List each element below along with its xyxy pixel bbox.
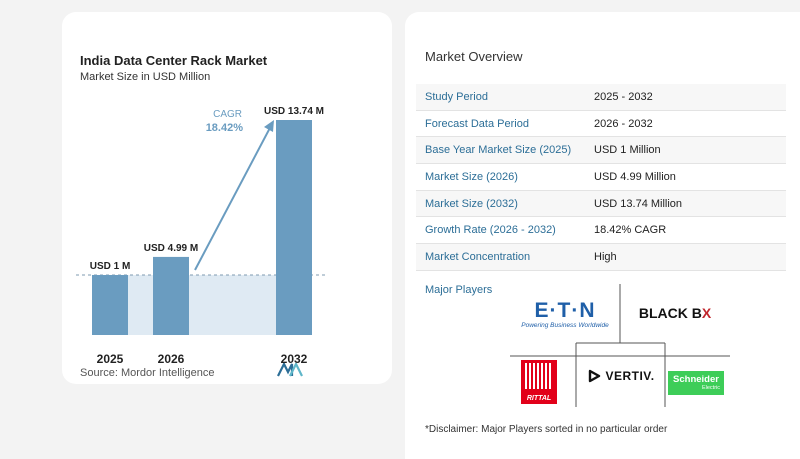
overview-row: Growth Rate (2026 - 2032) 18.42% CAGR xyxy=(416,217,786,245)
schneider-electric: Electric xyxy=(701,384,720,391)
overview-value: High xyxy=(594,250,617,263)
overview-value: USD 1 Million xyxy=(594,144,661,157)
blackbox-logo: BLACK B X xyxy=(623,298,727,328)
x-tick-label: 2026 xyxy=(158,352,185,366)
schneider-wordmark: Schneider xyxy=(673,373,719,385)
overview-label: Study Period xyxy=(425,90,488,103)
overview-row: Market Concentration High xyxy=(416,244,786,271)
disclaimer-text: *Disclaimer: Major Players sorted in no … xyxy=(425,424,668,435)
major-players-title: Major Players xyxy=(425,284,493,296)
overview-title: Market Overview xyxy=(425,49,523,64)
source-text: Source: Mordor Intelligence xyxy=(80,367,215,379)
vertiv-wordmark: VERTIV. xyxy=(605,369,655,383)
cagr-label: CAGR xyxy=(213,109,242,120)
rittal-wordmark: RITTAL xyxy=(526,395,552,402)
overview-label: Growth Rate (2026 - 2032) xyxy=(425,224,556,237)
bar-data-label: USD 4.99 M xyxy=(144,243,198,254)
overview-label: Market Size (2032) xyxy=(425,197,518,210)
bar-2026 xyxy=(153,256,189,335)
eaton-tagline: Powering Business Worldwide xyxy=(521,321,609,329)
overview-label: Forecast Data Period xyxy=(425,117,529,130)
rittal-logo: RITTAL xyxy=(521,360,557,404)
chart-subtitle: Market Size in USD Million xyxy=(80,71,211,83)
overview-label: Market Concentration xyxy=(425,250,531,263)
reference-shade xyxy=(92,275,312,335)
overview-table: Study Period 2025 - 2032 Forecast Data Per… xyxy=(416,84,786,271)
vertiv-play-icon xyxy=(589,369,601,383)
overview-row: Study Period 2025 - 2032 xyxy=(416,84,786,111)
x-tick-label: 2032 xyxy=(281,352,308,366)
blackbox-x: X xyxy=(701,305,712,321)
overview-row: Market Size (2032) USD 13.74 Million xyxy=(416,190,786,218)
eaton-logo: E·T·N Powering Business Worldwide xyxy=(515,296,615,332)
eaton-wordmark: E·T·N xyxy=(534,298,596,322)
cagr-arrow-head-icon xyxy=(264,120,274,132)
blackbox-wordmark: BLACK B xyxy=(638,305,702,321)
overview-label: Market Size (2026) xyxy=(425,170,518,183)
bar-2032 xyxy=(276,120,312,335)
cagr-value: 18.42% xyxy=(206,122,244,134)
chart-title: India Data Center Rack Market xyxy=(80,53,268,68)
overview-row: Base Year Market Size (2025) USD 1 Millio… xyxy=(416,137,786,165)
mordor-logo-icon xyxy=(277,363,303,377)
overview-value: USD 4.99 Million xyxy=(594,170,676,183)
overview-row: Market Size (2026) USD 4.99 Million xyxy=(416,164,786,191)
overview-value: 2026 - 2032 xyxy=(594,117,653,130)
bar-chart: USD 1 M 2025 USD 4.99 M 2026 USD 13.74 M 2032… xyxy=(76,106,326,366)
vertiv-logo: VERTIV. xyxy=(580,363,662,389)
x-tick-label: 2025 xyxy=(97,352,124,366)
bar-data-label: USD 1 M xyxy=(90,261,131,272)
bar-data-label: USD 13.74 M xyxy=(264,106,324,117)
overview-value: USD 13.74 Million xyxy=(594,197,683,210)
overview-row: Forecast Data Period 2026 - 2032 xyxy=(416,111,786,138)
bar-2025 xyxy=(92,275,128,335)
overview-label: Base Year Market Size (2025) xyxy=(425,144,572,157)
overview-value: 18.42% CAGR xyxy=(594,224,667,237)
overview-value: 2025 - 2032 xyxy=(594,90,653,103)
schneider-logo: Schneider Electric xyxy=(668,371,724,395)
cagr-arrow xyxy=(194,123,273,271)
rittal-stripes-icon xyxy=(525,363,553,389)
